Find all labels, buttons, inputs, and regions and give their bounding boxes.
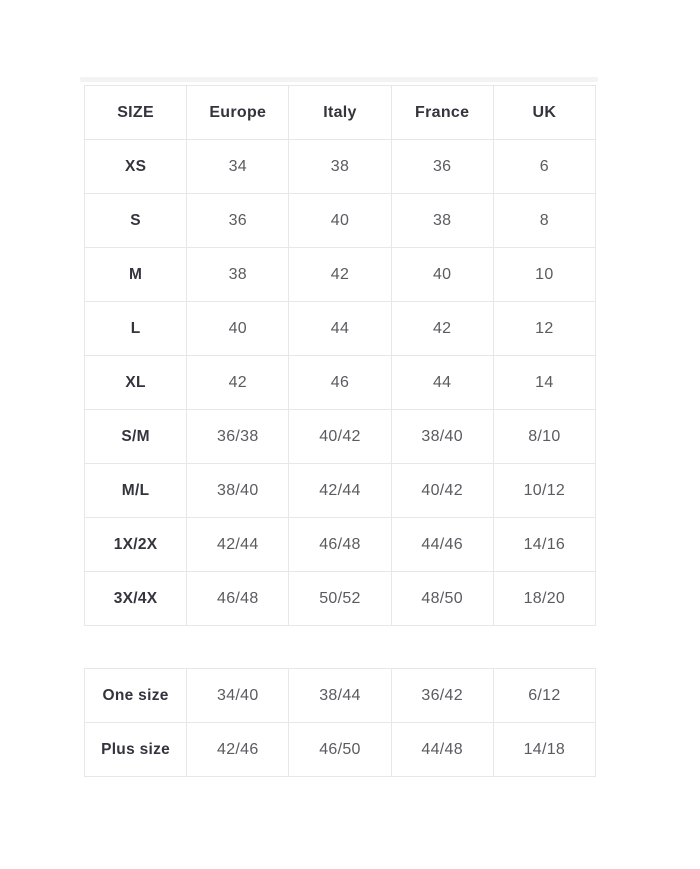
table-row: M 38 42 40 10 (83, 247, 597, 302)
table-row: XS 34 38 36 6 (83, 139, 597, 194)
table-cell: 42/44 (288, 463, 392, 518)
row-label: 3X/4X (83, 571, 188, 626)
row-label: Plus size (83, 722, 188, 777)
row-label: One size (83, 668, 188, 723)
table-row: L 40 44 42 12 (83, 301, 597, 356)
column-header-europe: Europe (186, 85, 290, 140)
row-label: 1X/2X (83, 517, 188, 572)
size-conversion-table: SIZE Europe Italy France UK XS 34 38 36 … (83, 85, 597, 626)
table-cell: 14 (492, 355, 597, 410)
table-cell: 34 (186, 139, 290, 194)
table-cell: 36/42 (390, 668, 494, 723)
table-cell: 40 (186, 301, 290, 356)
table-cell: 48/50 (390, 571, 494, 626)
row-label: S/M (83, 409, 188, 464)
table-cell: 34/40 (186, 668, 290, 723)
table-cell: 42 (288, 247, 392, 302)
table-cell: 40/42 (288, 409, 392, 464)
table-cell: 6/12 (492, 668, 597, 723)
table-cell: 38/40 (186, 463, 290, 518)
table-row: M/L 38/40 42/44 40/42 10/12 (83, 463, 597, 518)
table-cell: 46/48 (186, 571, 290, 626)
table-cell: 44/46 (390, 517, 494, 572)
table-cell: 42 (390, 301, 494, 356)
row-label: M/L (83, 463, 188, 518)
table-cell: 38/40 (390, 409, 494, 464)
table-cell: 40/42 (390, 463, 494, 518)
table-row: 1X/2X 42/44 46/48 44/46 14/16 (83, 517, 597, 572)
table-cell: 42 (186, 355, 290, 410)
one-size-plus-size-table: One size 34/40 38/44 36/42 6/12 Plus siz… (83, 668, 597, 777)
table-cell: 40 (390, 247, 494, 302)
table-cell: 6 (492, 139, 597, 194)
table-row: 3X/4X 46/48 50/52 48/50 18/20 (83, 571, 597, 626)
table-cell: 46/50 (288, 722, 392, 777)
table-cell: 42/46 (186, 722, 290, 777)
column-header-italy: Italy (288, 85, 392, 140)
table-cell: 50/52 (288, 571, 392, 626)
table-cell: 10 (492, 247, 597, 302)
column-header-size: SIZE (83, 85, 188, 140)
row-label: L (83, 301, 188, 356)
row-label: S (83, 193, 188, 248)
table-cell: 38 (288, 139, 392, 194)
table-cell: 8/10 (492, 409, 597, 464)
table-cell: 18/20 (492, 571, 597, 626)
cropped-row-artifact (80, 77, 598, 82)
table-row: XL 42 46 44 14 (83, 355, 597, 410)
column-header-uk: UK (492, 85, 597, 140)
row-label: XS (83, 139, 188, 194)
row-label: M (83, 247, 188, 302)
row-label: XL (83, 355, 188, 410)
table-cell: 12 (492, 301, 597, 356)
table-row: Plus size 42/46 46/50 44/48 14/18 (83, 722, 597, 777)
table-cell: 46 (288, 355, 392, 410)
table-cell: 46/48 (288, 517, 392, 572)
header-row: SIZE Europe Italy France UK (83, 85, 597, 140)
table-cell: 14/16 (492, 517, 597, 572)
table-cell: 10/12 (492, 463, 597, 518)
table-row: S/M 36/38 40/42 38/40 8/10 (83, 409, 597, 464)
table-cell: 38/44 (288, 668, 392, 723)
table-cell: 8 (492, 193, 597, 248)
table-cell: 36 (186, 193, 290, 248)
table-cell: 38 (390, 193, 494, 248)
table-cell: 40 (288, 193, 392, 248)
table-row: One size 34/40 38/44 36/42 6/12 (83, 668, 597, 723)
table-cell: 38 (186, 247, 290, 302)
table-cell: 44 (390, 355, 494, 410)
table-cell: 36/38 (186, 409, 290, 464)
table-cell: 36 (390, 139, 494, 194)
column-header-france: France (390, 85, 494, 140)
table-row: S 36 40 38 8 (83, 193, 597, 248)
table-cell: 42/44 (186, 517, 290, 572)
table-cell: 44/48 (390, 722, 494, 777)
table-cell: 14/18 (492, 722, 597, 777)
table-cell: 44 (288, 301, 392, 356)
